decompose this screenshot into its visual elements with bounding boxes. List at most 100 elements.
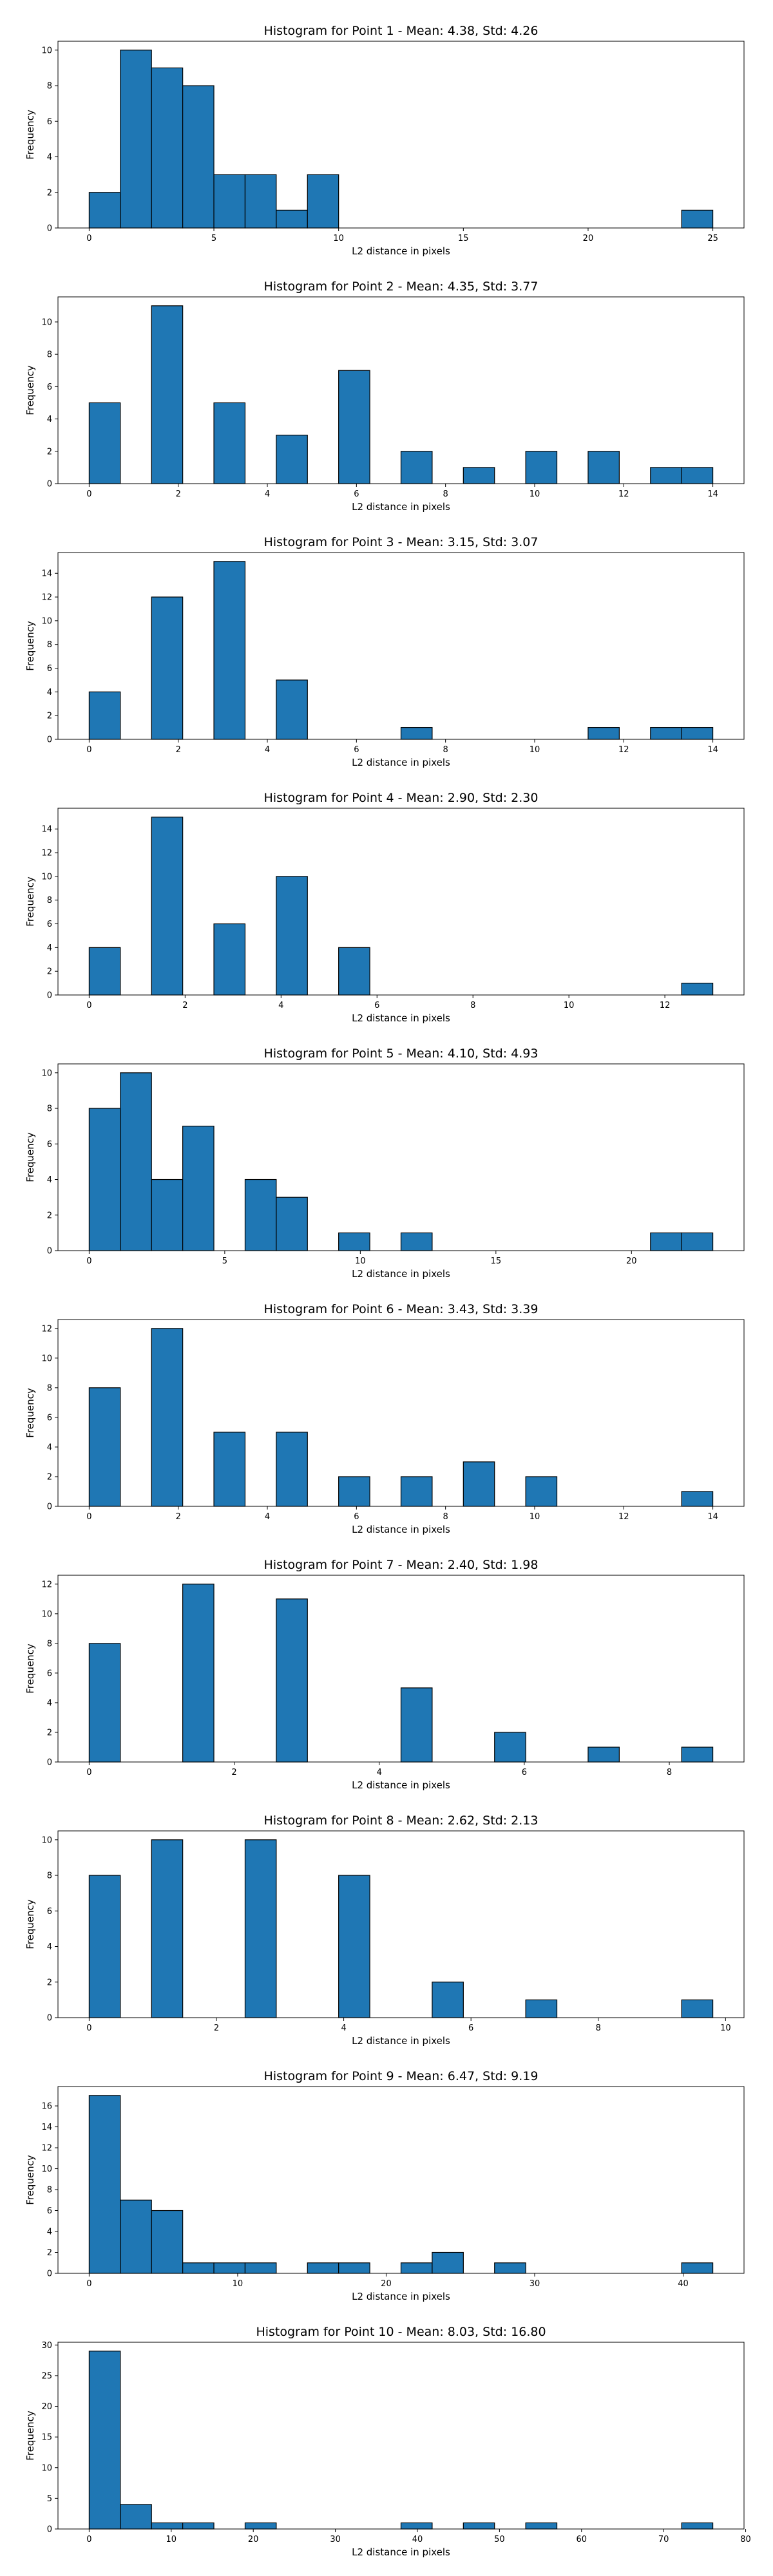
histogram-panel: 0 2 4 6 8 10 12 0 2 4 6 8 10 12 14 Histogram for Point … [24,791,745,1024]
histogram-bar [587,1747,620,1763]
plot-frame [57,1319,745,1507]
y-tick-label: 14 [41,569,52,579]
y-tick-label: 8 [47,896,52,905]
histogram-bar [244,2262,277,2274]
x-tick-label: 50 [494,2535,505,2544]
chart-title: Histogram for Point 5 - Mean: 4.10, Std:… [264,1046,539,1061]
x-axis-label: L2 distance in pixels [352,1779,450,1791]
y-tick-label: 4 [47,153,52,162]
histogram-bar [276,679,308,740]
histogram-bar [681,982,714,996]
x-tick-label: 80 [740,2535,751,2544]
histogram-bar [400,2522,433,2530]
y-tick-label: 8 [47,1383,52,1393]
histogram-bar [276,1598,308,1763]
x-axis-label: L2 distance in pixels [352,245,450,257]
y-tick-label: 10 [41,1068,52,1078]
y-tick-label: 2 [47,2248,52,2258]
y-tick-label: 12 [41,593,52,603]
histogram-bar [400,451,433,484]
x-tick-label: 10 [166,2535,177,2544]
y-tick-label: 6 [47,2206,52,2216]
histogram-bar [213,402,246,484]
histogram-bar [681,2262,714,2274]
x-tick-label: 0 [86,489,91,499]
histogram-bar [338,1875,370,2018]
x-tick-label: 15 [491,1256,502,1266]
x-tick-label: 30 [530,2279,540,2289]
y-tick-label: 0 [47,2525,52,2535]
y-tick-label: 0 [47,1502,52,1512]
y-tick-label: 6 [47,1413,52,1423]
histogram-bar [244,1839,277,2018]
histogram-bar [650,467,682,484]
x-axis-label: L2 distance in pixels [352,1268,450,1280]
histogram-bar [244,2522,277,2530]
chart-title: Histogram for Point 4 - Mean: 2.90, Std:… [264,791,539,805]
x-tick-label: 8 [443,745,448,755]
plot-frame [57,2342,745,2530]
chart-title: Histogram for Point 3 - Mean: 3.15, Std:… [264,535,539,549]
y-axis-label: Frequency [24,1132,36,1182]
x-tick-label: 12 [618,1512,629,1522]
y-tick-label: 4 [47,2228,52,2237]
y-tick-label: 30 [41,2341,52,2351]
histogram-bar [650,726,682,740]
x-tick-label: 5 [222,1256,227,1266]
x-tick-label: 12 [660,1001,671,1010]
y-tick-label: 10 [41,616,52,626]
histogram-bar [338,1232,370,1251]
y-tick-label: 0 [47,1247,52,1256]
y-tick-label: 2 [47,1978,52,1987]
histogram-bar [182,2262,215,2274]
x-tick-label: 12 [618,489,629,499]
y-tick-label: 6 [47,920,52,929]
histogram-bar [120,1072,152,1251]
y-tick-label: 12 [41,1580,52,1589]
histogram-bar [463,2522,495,2530]
y-tick-label: 4 [47,688,52,697]
x-axis-label: L2 distance in pixels [352,1012,450,1024]
y-tick-label: 10 [41,46,52,55]
x-tick-label: 6 [354,1512,359,1522]
chart-title: Histogram for Point 6 - Mean: 3.43, Std:… [264,1302,539,1316]
histogram-bar [276,1197,308,1251]
x-tick-label: 0 [86,2279,91,2289]
x-tick-label: 40 [412,2535,423,2544]
x-tick-label: 25 [707,234,718,243]
histogram-bar [494,1732,526,1763]
y-tick-label: 0 [47,991,52,1001]
histogram-bar [182,1584,215,1763]
histogram-bar [88,691,121,740]
histogram-bar [88,402,121,484]
histogram-panel: 0 2 4 6 8 10 12 14 0 2 4 6 8 10 12 14 Histogram for Poin… [24,535,745,768]
y-tick-label: 4 [47,1443,52,1452]
plot-frame [57,1830,745,2018]
histogram-bar [213,923,246,996]
y-tick-label: 6 [47,1669,52,1678]
x-tick-label: 4 [377,1768,382,1777]
x-tick-label: 6 [354,745,359,755]
histogram-bar [587,726,620,740]
plot-frame [57,1575,745,1763]
histogram-bar [88,1643,121,1763]
histogram-bar [151,67,184,229]
x-tick-label: 6 [468,2023,473,2033]
histogram-bar [151,1328,184,1507]
x-tick-label: 0 [86,234,91,243]
x-tick-label: 8 [470,1001,475,1010]
y-tick-label: 10 [41,2164,52,2174]
y-tick-label: 2 [47,447,52,457]
y-tick-label: 0 [47,2014,52,2023]
x-tick-label: 10 [333,234,344,243]
y-tick-label: 15 [41,2433,52,2443]
chart-title: Histogram for Point 2 - Mean: 4.35, Std:… [264,279,539,294]
x-tick-label: 2 [231,1768,236,1777]
y-tick-label: 14 [41,2123,52,2132]
y-tick-label: 8 [47,1639,52,1649]
histogram-bar [88,947,121,996]
histogram-bar [88,2095,121,2274]
x-tick-label: 0 [86,745,91,755]
x-tick-label: 2 [176,1512,181,1522]
histogram-bar [244,174,277,229]
